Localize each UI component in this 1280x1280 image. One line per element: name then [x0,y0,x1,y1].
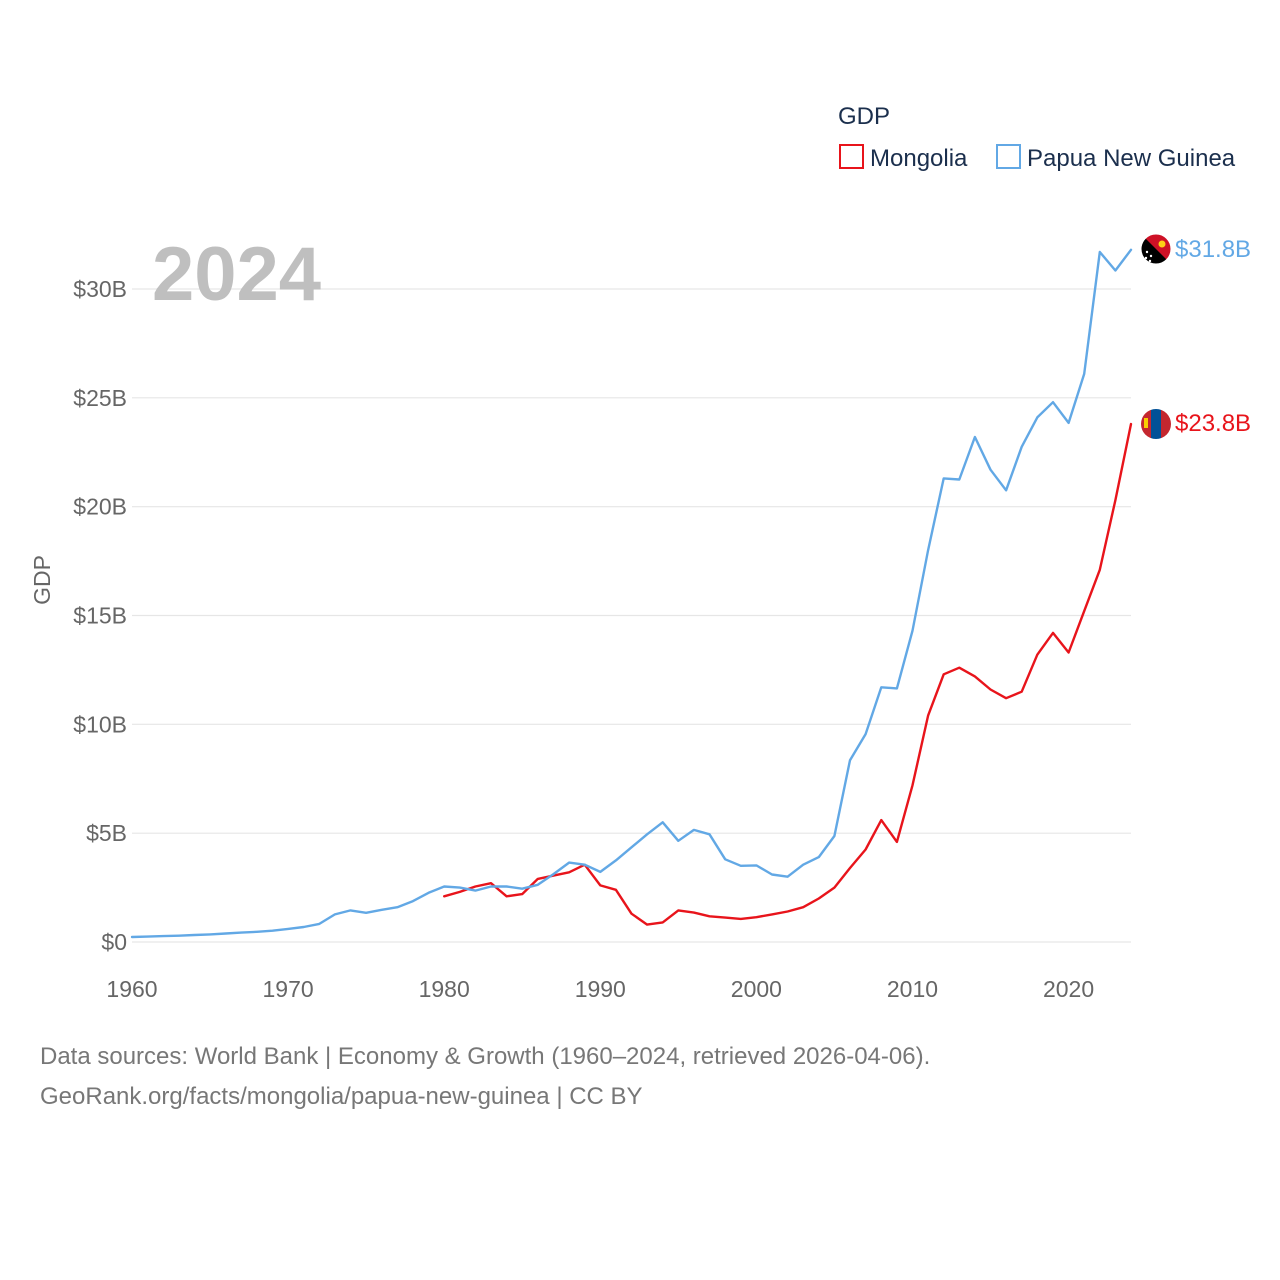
legend-item-mongolia[interactable]: Mongolia [839,144,968,172]
x-tick-label: 2010 [887,976,938,1002]
y-tick-label: $15B [73,603,127,629]
end-label-papua-new-guinea: $31.8B [1175,236,1251,263]
end-label-mongolia: $23.8B [1175,410,1251,437]
series-line-mongolia[interactable] [443,422,1133,926]
y-tick-label: $0 [101,929,127,955]
x-tick-label: 1980 [419,976,470,1002]
legend-item-papua-new-guinea[interactable]: Papua New Guinea [996,144,1236,172]
y-tick-label: $10B [73,711,127,737]
x-tick-label: 2000 [731,976,782,1002]
footer-sources: Data sources: World Bank | Economy & Gro… [40,1043,931,1070]
legend-swatch-papua-new-guinea [996,144,1021,169]
y-axis-title: GDP [29,555,55,605]
x-axis-ticks: 1960 1970 1980 1990 2000 2010 2020 [106,976,1094,1002]
mongolia-flag-icon [1141,409,1171,439]
y-tick-label: $20B [73,494,127,520]
gridlines [132,288,1131,943]
x-tick-label: 1990 [575,976,626,1002]
series-line-papua-new-guinea[interactable] [130,248,1133,939]
footer-attribution[interactable]: GeoRank.org/facts/mongolia/papua-new-gui… [40,1083,643,1110]
end-marker-mongolia: $23.8B [1141,409,1251,439]
papua-new-guinea-flag-icon [1141,234,1171,264]
legend: GDP Mongolia Papua New Guinea [838,103,1236,172]
legend-label-papua-new-guinea: Papua New Guinea [1027,145,1236,172]
x-tick-label: 1960 [106,976,157,1002]
y-tick-label: $30B [73,276,127,302]
legend-label-mongolia: Mongolia [870,145,968,172]
series-lines [130,248,1133,939]
end-marker-papua-new-guinea: $31.8B [1140,233,1251,265]
x-tick-label: 2020 [1043,976,1094,1002]
y-tick-label: $5B [86,820,127,846]
y-tick-label: $25B [73,385,127,411]
x-tick-label: 1970 [263,976,314,1002]
legend-swatch-mongolia [839,144,864,169]
year-label: 2024 [152,232,321,317]
legend-title: GDP [838,103,890,130]
y-axis-ticks: $0 $5B $10B $15B $20B $25B $30B [73,276,127,955]
